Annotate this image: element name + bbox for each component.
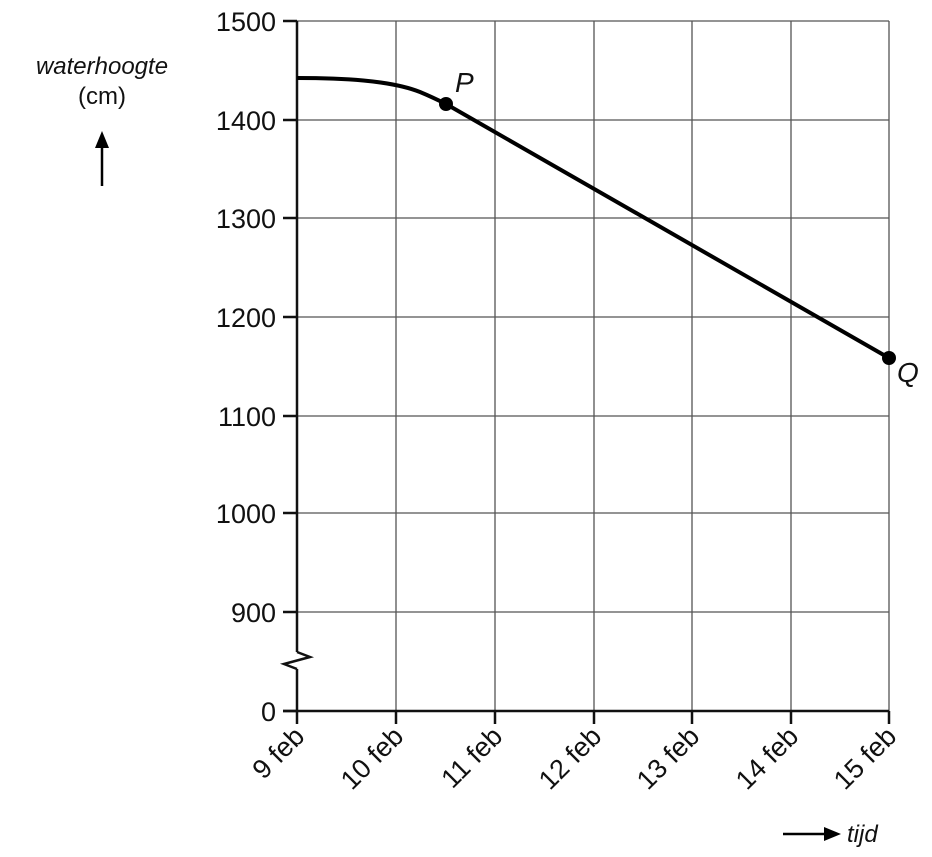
- point-q-label: Q: [897, 357, 919, 388]
- point-q-marker: [882, 351, 896, 365]
- grid-horizontal: [297, 20, 889, 613]
- x-tick-10feb: 10 feb: [335, 721, 409, 795]
- grid-vertical: [395, 21, 890, 711]
- y-tick-0: 0: [261, 697, 276, 727]
- y-axis-label: waterhoogte: [36, 53, 168, 80]
- x-tick-11feb: 11 feb: [435, 721, 508, 794]
- y-tick-1300: 1300: [216, 204, 276, 234]
- waterhoogte-line: [296, 76, 890, 360]
- x-tick-labels: 9 feb 10 feb 11 feb 12 feb 13 feb 14 feb…: [247, 721, 903, 795]
- arrow-up-icon: [95, 131, 109, 186]
- y-tick-1500: 1500: [216, 7, 276, 37]
- x-tick-9feb: 9 feb: [247, 721, 311, 785]
- axis-break-icon: [279, 650, 315, 671]
- point-p-label: P: [455, 67, 474, 98]
- y-tick-labels: 1500 1400 1300 1200 1100 1000 900 0: [216, 7, 276, 727]
- y-ticks: [283, 19, 297, 713]
- y-tick-1400: 1400: [216, 106, 276, 136]
- x-tick-13feb: 13 feb: [631, 721, 705, 795]
- arrow-right-icon: [783, 827, 841, 841]
- y-axis: [279, 21, 315, 724]
- x-axis: [283, 709, 891, 724]
- x-tick-15feb: 15 feb: [828, 721, 902, 795]
- y-axis-unit: (cm): [78, 83, 126, 110]
- y-tick-1100: 1100: [218, 402, 276, 432]
- x-axis-label: tijd: [847, 821, 878, 848]
- x-tick-12feb: 12 feb: [533, 721, 607, 795]
- y-tick-1000: 1000: [216, 499, 276, 529]
- y-tick-900: 900: [231, 598, 276, 628]
- y-tick-1200: 1200: [216, 303, 276, 333]
- point-p-marker: [439, 97, 453, 111]
- x-tick-14feb: 14 feb: [730, 721, 804, 795]
